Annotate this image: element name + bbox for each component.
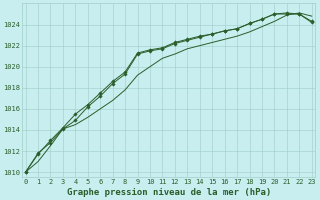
X-axis label: Graphe pression niveau de la mer (hPa): Graphe pression niveau de la mer (hPa) <box>67 188 271 197</box>
